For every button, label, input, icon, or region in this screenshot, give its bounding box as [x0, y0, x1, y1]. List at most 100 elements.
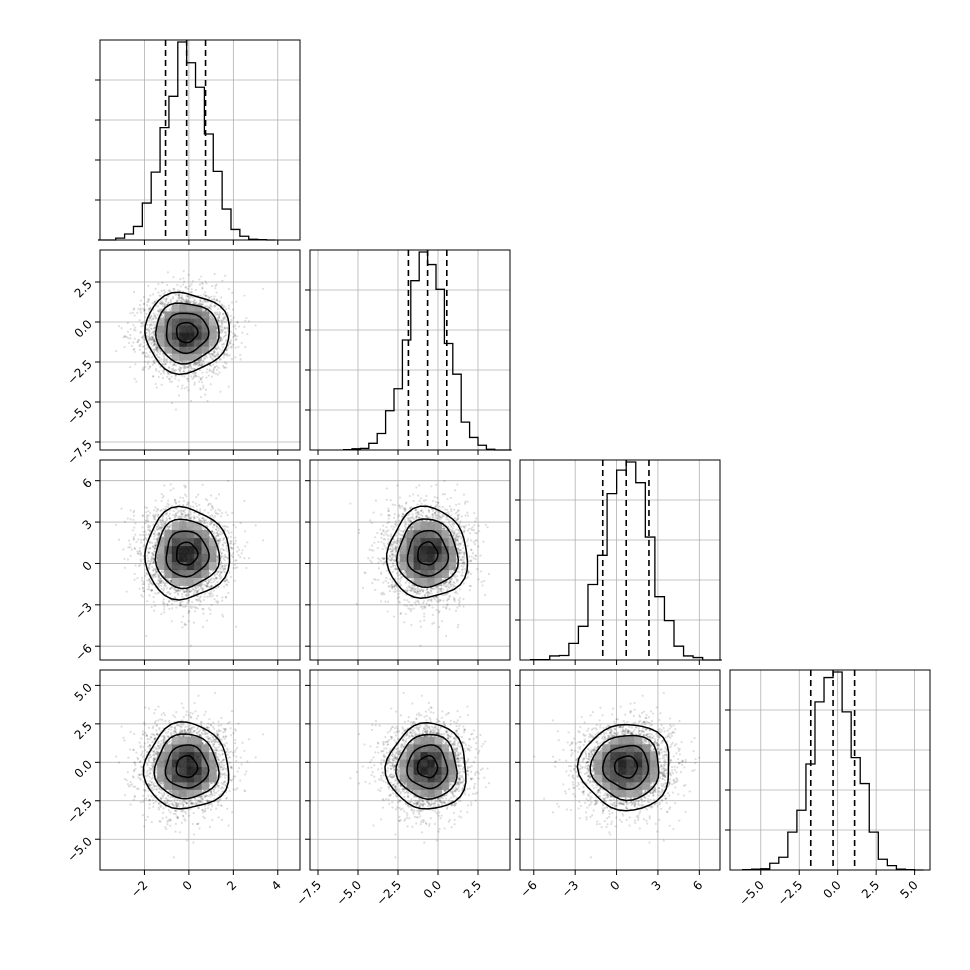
sample-point — [216, 560, 219, 564]
sample-point — [151, 336, 154, 339]
sample-point — [174, 293, 177, 297]
sample-point — [225, 352, 229, 355]
sample-point — [187, 300, 190, 303]
sample-point — [180, 593, 184, 596]
sample-point — [177, 368, 181, 371]
sample-point — [164, 309, 167, 312]
sample-point — [229, 546, 233, 549]
sample-point — [207, 580, 211, 584]
sample-point — [222, 316, 225, 319]
sample-point — [181, 298, 185, 301]
sample-point — [201, 308, 204, 311]
sample-point — [181, 504, 185, 507]
sample-point — [222, 567, 225, 570]
sample-point — [150, 332, 153, 335]
density-cell — [194, 339, 202, 347]
sample-point — [158, 525, 161, 529]
sample-point — [218, 316, 221, 320]
sample-point — [149, 365, 152, 368]
sample-point — [169, 299, 172, 303]
sample-point — [148, 325, 151, 329]
sample-point — [180, 299, 183, 302]
sample-point — [177, 589, 180, 593]
sample-point — [194, 288, 198, 292]
sample-point — [160, 508, 163, 512]
sample-point — [142, 341, 145, 344]
sample-point — [195, 598, 198, 601]
sample-point — [153, 514, 156, 517]
sample-point — [148, 529, 152, 533]
sample-point — [222, 525, 225, 528]
sample-point — [171, 513, 174, 517]
sample-point — [224, 525, 228, 528]
sample-point — [210, 352, 214, 355]
sample-point — [197, 493, 200, 496]
sample-point — [154, 316, 158, 319]
sample-point — [136, 340, 139, 344]
sample-point — [202, 587, 205, 590]
sample-point — [223, 326, 226, 330]
sample-point — [231, 511, 234, 514]
sample-point — [155, 510, 158, 513]
sample-point — [163, 357, 166, 360]
sample-point — [225, 564, 228, 567]
sample-point — [210, 577, 214, 580]
sample-point — [189, 364, 192, 367]
sample-point — [146, 554, 149, 557]
sample-point — [165, 518, 168, 522]
density-cell — [171, 311, 180, 319]
sample-point — [209, 356, 212, 359]
sample-point — [132, 328, 136, 331]
sample-point — [262, 539, 265, 542]
sample-point — [219, 509, 222, 512]
sample-point — [157, 582, 160, 586]
sample-point — [147, 547, 150, 550]
sample-point — [210, 520, 214, 523]
sample-point — [147, 354, 150, 357]
sample-point — [189, 300, 192, 303]
sample-point — [188, 296, 191, 299]
sample-point — [210, 295, 213, 298]
sample-point — [143, 351, 146, 354]
density-cell — [186, 311, 195, 319]
density-cell — [208, 325, 217, 333]
sample-point — [148, 341, 151, 344]
sample-point — [164, 362, 167, 365]
sample-point — [175, 600, 178, 603]
density-cell — [179, 304, 187, 312]
sample-point — [220, 576, 223, 579]
sample-point — [214, 347, 218, 350]
sample-point — [163, 484, 166, 487]
sample-point — [159, 365, 162, 369]
sample-point — [168, 592, 171, 595]
sample-point — [159, 350, 162, 353]
sample-point — [166, 526, 169, 529]
sample-point — [170, 402, 174, 405]
sample-point — [153, 300, 156, 303]
sample-point — [229, 342, 232, 345]
sample-point — [190, 283, 193, 286]
histogram-1 — [342, 250, 512, 451]
sample-point — [133, 546, 136, 550]
sample-point — [147, 533, 150, 536]
sample-point — [224, 579, 227, 583]
sample-point — [179, 601, 182, 604]
sample-point — [225, 544, 228, 547]
sample-point — [143, 308, 146, 311]
sample-point — [143, 360, 146, 363]
sample-point — [213, 350, 216, 353]
sample-point — [130, 344, 133, 347]
sample-point — [151, 363, 154, 366]
sample-point — [223, 553, 227, 557]
sample-point — [172, 287, 175, 290]
density-cell — [171, 304, 180, 312]
sample-point — [209, 315, 212, 318]
sample-point — [146, 526, 150, 529]
sample-point — [129, 518, 132, 521]
sample-point — [225, 308, 228, 311]
sample-point — [178, 366, 181, 369]
sample-point — [183, 364, 186, 367]
sample-point — [133, 377, 136, 380]
sample-point — [139, 553, 142, 556]
sample-point — [133, 314, 136, 317]
